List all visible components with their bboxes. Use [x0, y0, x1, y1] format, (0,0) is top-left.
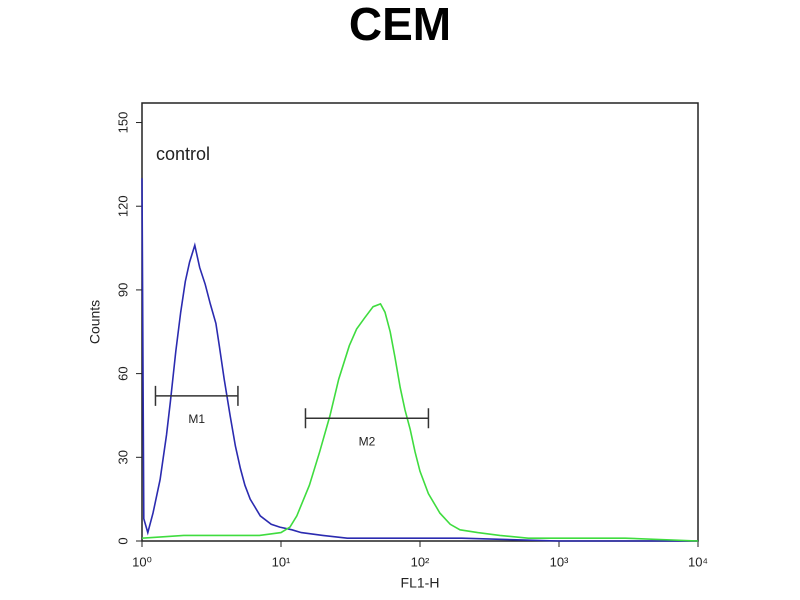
plot-frame	[141, 102, 699, 542]
x-tick-label: 10⁴	[688, 554, 708, 569]
gate-label: M1	[188, 412, 205, 426]
x-tick-label: 10³	[550, 554, 569, 569]
y-axis-label: Counts	[87, 300, 103, 344]
x-tick-label: 10⁰	[132, 554, 152, 569]
chart-title: CEM	[349, 0, 451, 50]
y-tick-label: 90	[115, 283, 130, 297]
y-tick-label: 120	[115, 195, 130, 217]
y-tick-label: 150	[115, 112, 130, 134]
histogram-line	[141, 302, 699, 542]
annotation: control	[156, 144, 210, 164]
gate-marker	[154, 385, 239, 406]
y-tick-label: 60	[115, 366, 130, 380]
y-tick-label: 30	[115, 450, 130, 464]
y-tick-label: 0	[115, 537, 130, 544]
gate-marker	[304, 408, 430, 429]
x-tick-label: 10²	[411, 554, 430, 569]
x-axis-label: FL1-H	[401, 575, 440, 591]
histogram-line	[141, 178, 698, 542]
gate-label: M2	[359, 434, 376, 448]
x-tick-label: 10¹	[272, 554, 291, 569]
